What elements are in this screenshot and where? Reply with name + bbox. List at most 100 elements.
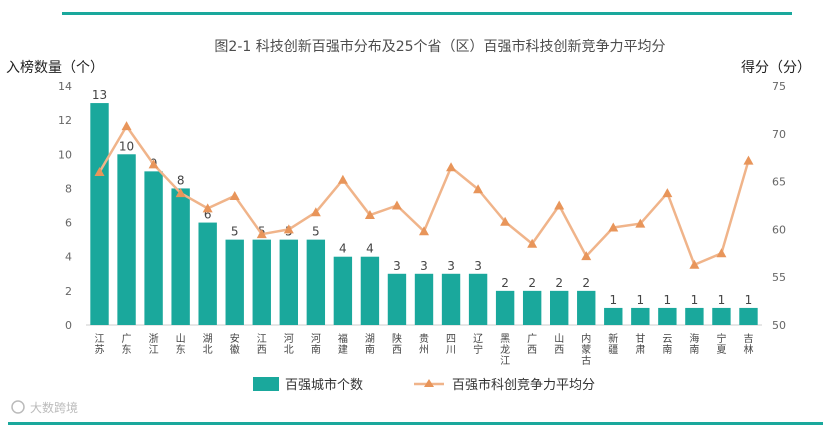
bar-value-label: 3 (420, 259, 428, 273)
category-label: 广西 (527, 333, 537, 356)
category-label: 河南 (311, 333, 321, 356)
category-label: 辽宁 (473, 333, 483, 356)
bar (90, 103, 109, 325)
line-point-marker (446, 162, 457, 172)
bar-value-label: 1 (636, 293, 644, 307)
left-tick-label: 10 (58, 148, 72, 161)
bar-value-label: 8 (177, 173, 185, 187)
right-axis-ticks: 50 55 60 65 70 75 (772, 80, 786, 332)
line-point-marker (229, 190, 240, 200)
category-label: 云南 (662, 334, 672, 356)
line-point-marker (148, 159, 159, 169)
bottom-rule (8, 422, 823, 425)
bar (306, 239, 326, 325)
line-point-marker (419, 226, 429, 236)
left-axis-title: 入榜数量（个） (6, 59, 104, 76)
bar-value-label: 3 (393, 259, 401, 273)
right-tick-label: 55 (772, 271, 786, 284)
bar (360, 256, 380, 325)
left-tick-label: 14 (58, 80, 72, 93)
category-label: 湖南 (365, 333, 375, 356)
category-label: 新疆 (608, 332, 618, 356)
category-label: 黑龙江 (500, 333, 510, 367)
bar (414, 273, 434, 325)
category-label: 四川 (446, 334, 456, 356)
category-label: 湖北 (203, 333, 213, 356)
bar (495, 290, 515, 325)
bar-value-label: 5 (312, 225, 320, 239)
bar-value-label: 1 (745, 293, 753, 307)
bar-value-label: 3 (474, 259, 482, 273)
bar-value-label: 1 (718, 293, 726, 307)
category-label: 甘肃 (635, 332, 645, 356)
line-point-marker (500, 216, 511, 226)
left-tick-label: 12 (58, 114, 72, 127)
left-tick-label: 0 (65, 319, 72, 332)
line-point-marker (608, 222, 619, 232)
line-point-marker (364, 210, 375, 220)
bar-value-label: 6 (204, 208, 212, 222)
left-tick-label: 6 (65, 217, 72, 230)
category-label: 陕西 (392, 332, 402, 356)
legend-bar-label: 百强城市个数 (285, 377, 363, 393)
legend-line-marker (424, 379, 434, 387)
bar (441, 273, 461, 325)
line-point-marker (202, 203, 213, 213)
bar (577, 290, 596, 325)
bar (144, 171, 163, 325)
right-axis-title: 得分（分） (741, 59, 811, 76)
left-tick-label: 2 (65, 285, 72, 298)
bar-series (90, 103, 758, 325)
bar-value-label: 5 (231, 225, 239, 239)
line-point-marker (283, 224, 294, 234)
line-point-marker (554, 200, 565, 210)
category-label: 河北 (284, 333, 294, 356)
bar (117, 154, 136, 325)
category-label: 海南 (689, 332, 699, 356)
bar-value-label: 1 (664, 293, 672, 307)
bar (198, 222, 217, 325)
line-point-marker (716, 248, 727, 258)
line-point-marker (581, 251, 592, 261)
watermark: 大数跨境 (11, 400, 78, 415)
category-label: 贵州 (419, 332, 429, 356)
right-tick-label: 60 (772, 223, 786, 236)
category-label: 山东 (176, 333, 186, 356)
line-point-marker (256, 229, 267, 239)
legend-bar-swatch (253, 377, 279, 391)
bar-value-label: 2 (555, 276, 563, 290)
category-label: 福建 (338, 332, 348, 356)
bar (522, 290, 542, 325)
line-point-marker (337, 174, 348, 184)
bar (658, 307, 677, 325)
right-tick-label: 75 (772, 80, 786, 93)
bar-value-label: 4 (366, 242, 374, 256)
watermark-text: 大数跨境 (30, 400, 78, 415)
left-tick-label: 4 (65, 251, 72, 264)
line-point-marker (662, 188, 673, 198)
category-label: 山西 (554, 333, 564, 356)
bar-value-label: 4 (339, 242, 347, 256)
bar-value-label: 1 (609, 293, 617, 307)
left-axis-ticks: 0 2 4 6 8 10 12 14 (58, 80, 72, 332)
line-point-marker (310, 207, 321, 217)
bar (631, 307, 650, 325)
bar-value-label: 2 (582, 276, 590, 290)
watermark-logo-icon (11, 400, 25, 414)
category-label: 江苏 (95, 333, 105, 356)
line-point-marker (635, 218, 646, 228)
right-tick-label: 70 (772, 128, 786, 141)
bar-value-label: 2 (528, 276, 536, 290)
category-label: 宁夏 (716, 332, 726, 356)
bar (712, 307, 731, 325)
bar-value-label: 3 (447, 259, 455, 273)
category-label: 安徽 (230, 332, 240, 356)
bar (387, 273, 407, 325)
line-point-marker (175, 188, 186, 198)
category-label: 吉林 (743, 333, 753, 356)
line-point-marker (743, 155, 754, 165)
legend: 百强城市个数 百强市科创竞争力平均分 (253, 377, 595, 393)
bar (252, 239, 271, 325)
bar (171, 188, 190, 325)
